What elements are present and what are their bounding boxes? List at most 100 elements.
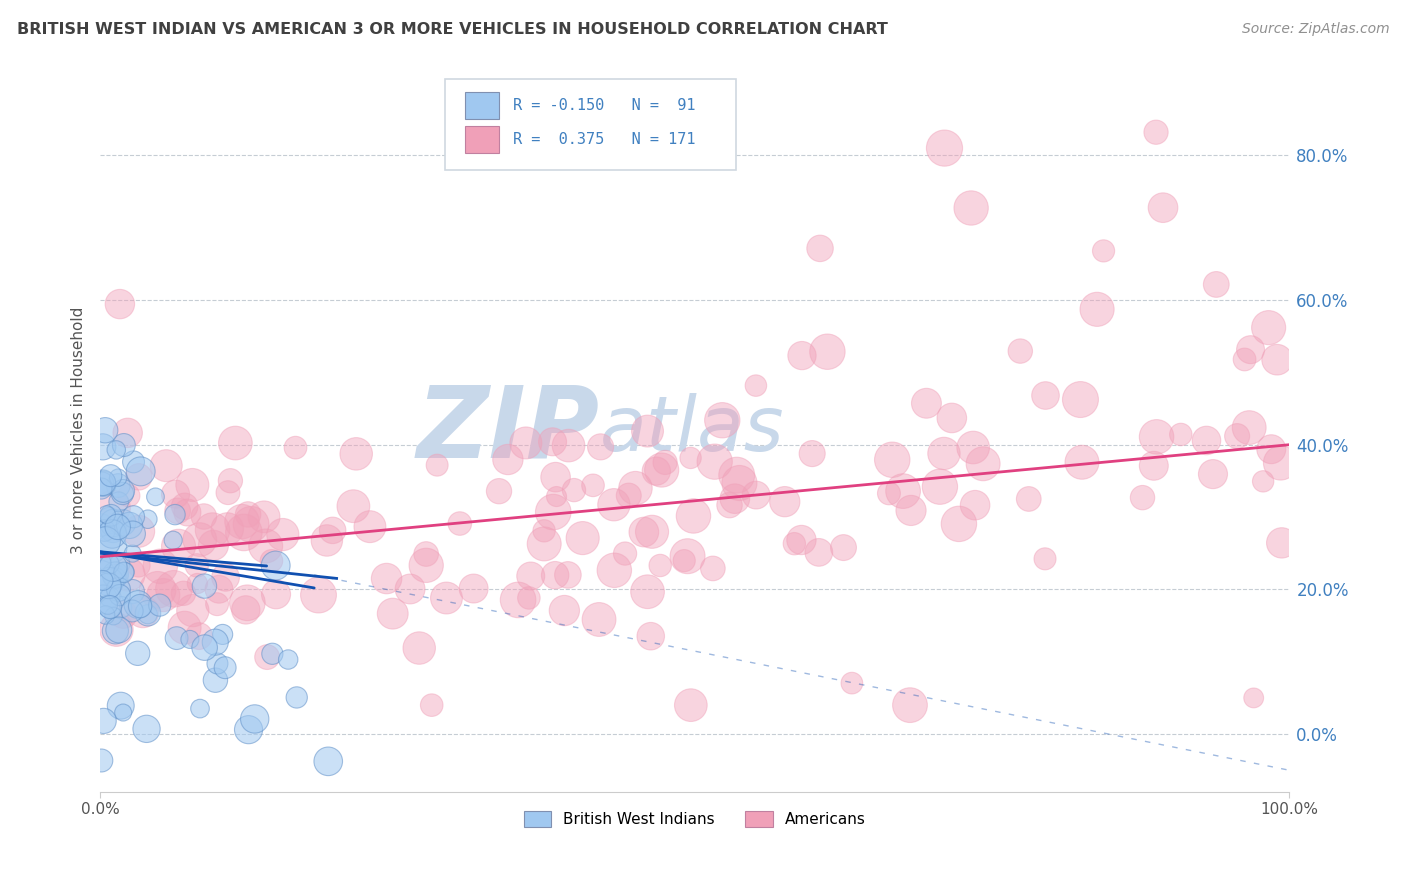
Point bbox=[121, 584, 143, 599]
Point bbox=[449, 516, 471, 531]
Point bbox=[703, 455, 725, 469]
Point bbox=[1146, 430, 1168, 444]
Point bbox=[128, 558, 150, 573]
Point bbox=[93, 714, 115, 728]
Point bbox=[533, 524, 555, 538]
Point bbox=[129, 464, 152, 478]
Point bbox=[316, 755, 339, 769]
Text: atlas: atlas bbox=[599, 393, 785, 467]
Point bbox=[891, 484, 914, 499]
Point bbox=[1260, 442, 1282, 457]
Point bbox=[94, 607, 117, 622]
Point bbox=[91, 440, 114, 454]
Point bbox=[240, 517, 263, 532]
Point bbox=[841, 676, 863, 690]
Point bbox=[90, 754, 112, 768]
Point bbox=[107, 470, 129, 484]
Point bbox=[702, 561, 724, 575]
Point bbox=[253, 509, 276, 524]
Point bbox=[90, 477, 112, 491]
Point bbox=[186, 576, 208, 591]
Point bbox=[201, 523, 224, 537]
Point bbox=[553, 603, 575, 617]
Point bbox=[101, 560, 124, 574]
Point bbox=[745, 378, 768, 392]
Point bbox=[127, 598, 149, 612]
Point bbox=[90, 568, 112, 582]
FancyBboxPatch shape bbox=[465, 92, 499, 120]
Point bbox=[1152, 201, 1174, 215]
Point bbox=[571, 531, 593, 545]
Point bbox=[637, 424, 659, 438]
Point bbox=[107, 582, 129, 597]
Point bbox=[399, 582, 422, 596]
Point bbox=[179, 632, 201, 647]
Point bbox=[149, 559, 172, 574]
Point bbox=[344, 447, 367, 461]
Point bbox=[91, 592, 114, 607]
Point bbox=[745, 488, 768, 502]
Point bbox=[188, 701, 211, 715]
Point bbox=[1071, 455, 1094, 469]
Point bbox=[211, 627, 233, 641]
Point bbox=[645, 464, 668, 478]
Point bbox=[162, 533, 184, 548]
Point bbox=[271, 527, 294, 541]
Point bbox=[790, 533, 813, 547]
Point bbox=[1010, 344, 1032, 359]
Point bbox=[91, 574, 114, 588]
Point bbox=[1205, 277, 1227, 292]
Point bbox=[90, 482, 112, 496]
Point bbox=[94, 423, 117, 437]
Point bbox=[232, 525, 254, 540]
Point bbox=[98, 600, 121, 615]
Point bbox=[105, 442, 128, 457]
Point bbox=[637, 584, 659, 599]
Point bbox=[254, 539, 277, 553]
Text: ZIP: ZIP bbox=[416, 382, 599, 479]
Point bbox=[1237, 420, 1260, 434]
Point bbox=[1257, 320, 1279, 334]
Point bbox=[948, 516, 970, 531]
Point bbox=[515, 436, 537, 450]
Point bbox=[107, 520, 129, 534]
Point bbox=[724, 491, 747, 506]
Point bbox=[544, 568, 567, 582]
Point bbox=[1239, 343, 1261, 357]
Point bbox=[105, 623, 128, 637]
Point bbox=[166, 504, 188, 518]
Point bbox=[614, 547, 637, 561]
Point bbox=[900, 503, 922, 517]
Point bbox=[104, 569, 127, 583]
Point bbox=[898, 698, 921, 713]
Point bbox=[112, 706, 135, 720]
Point bbox=[506, 593, 529, 607]
Point bbox=[136, 512, 159, 526]
Point bbox=[145, 490, 167, 504]
Point bbox=[208, 582, 231, 597]
Point bbox=[114, 565, 136, 579]
Point bbox=[815, 344, 838, 359]
Point bbox=[219, 474, 242, 488]
Point bbox=[173, 500, 195, 514]
Point bbox=[651, 463, 673, 477]
Point bbox=[97, 579, 120, 593]
Point bbox=[165, 487, 187, 501]
Point bbox=[224, 436, 246, 450]
Point bbox=[111, 516, 134, 530]
Point bbox=[97, 598, 120, 612]
Point bbox=[682, 508, 704, 523]
Point bbox=[588, 612, 610, 626]
Point bbox=[121, 604, 143, 618]
Point bbox=[181, 478, 204, 492]
Point bbox=[650, 558, 672, 573]
FancyBboxPatch shape bbox=[446, 79, 737, 169]
Point bbox=[129, 599, 152, 613]
Point bbox=[1202, 467, 1225, 482]
Point bbox=[932, 446, 955, 460]
Point bbox=[204, 673, 226, 688]
Point bbox=[488, 484, 510, 499]
Point bbox=[1085, 302, 1108, 317]
Point bbox=[112, 483, 135, 498]
Point bbox=[603, 563, 626, 577]
